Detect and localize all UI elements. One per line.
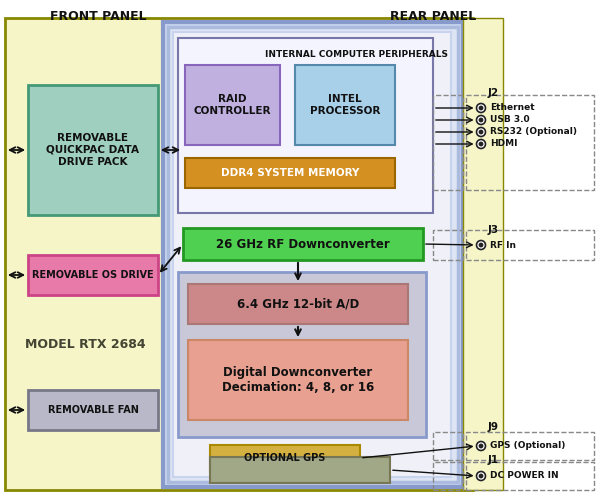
Circle shape — [476, 104, 485, 113]
Bar — [463, 18, 503, 490]
Circle shape — [479, 142, 483, 146]
Bar — [433, 95, 463, 190]
Text: OPTIONAL GPS: OPTIONAL GPS — [244, 453, 326, 463]
Bar — [466, 462, 594, 490]
Circle shape — [479, 244, 483, 247]
Bar — [185, 158, 395, 188]
Circle shape — [479, 130, 483, 134]
Circle shape — [476, 127, 485, 136]
Bar — [466, 432, 594, 460]
Text: 26 GHz RF Downconverter: 26 GHz RF Downconverter — [216, 238, 390, 250]
Bar — [28, 255, 158, 295]
Bar — [466, 230, 594, 260]
Circle shape — [476, 472, 485, 481]
Text: DC POWER IN: DC POWER IN — [490, 472, 559, 481]
Bar — [178, 272, 426, 437]
Text: Ethernet: Ethernet — [490, 104, 535, 113]
Bar — [168, 27, 458, 482]
Text: FRONT PANEL: FRONT PANEL — [50, 10, 146, 23]
Bar — [188, 340, 408, 420]
Bar — [466, 95, 594, 190]
Text: HDMI: HDMI — [490, 139, 517, 148]
Text: GPS (Optional): GPS (Optional) — [490, 441, 565, 450]
Text: J2: J2 — [488, 88, 499, 98]
Bar — [5, 18, 473, 490]
Circle shape — [479, 118, 483, 122]
Bar — [188, 284, 408, 324]
Circle shape — [479, 474, 483, 478]
Text: J9: J9 — [488, 422, 499, 432]
Text: REMOVABLE OS DRIVE: REMOVABLE OS DRIVE — [32, 270, 154, 280]
Text: INTEL
PROCESSOR: INTEL PROCESSOR — [310, 94, 380, 116]
Bar — [433, 462, 463, 490]
Text: REMOVABLE FAN: REMOVABLE FAN — [47, 405, 139, 415]
Text: USB 3.0: USB 3.0 — [490, 116, 530, 124]
Text: INTERNAL COMPUTER PERIPHERALS: INTERNAL COMPUTER PERIPHERALS — [265, 50, 448, 59]
Circle shape — [476, 139, 485, 148]
Text: RAID
CONTROLLER: RAID CONTROLLER — [193, 94, 271, 116]
Bar — [433, 432, 463, 460]
Bar — [295, 65, 395, 145]
Circle shape — [476, 116, 485, 124]
Bar — [178, 38, 433, 213]
Bar — [28, 85, 158, 215]
Text: REMOVABLE
QUICKPAC DATA
DRIVE PACK: REMOVABLE QUICKPAC DATA DRIVE PACK — [47, 133, 139, 167]
Circle shape — [476, 241, 485, 249]
Circle shape — [479, 444, 483, 448]
Text: MODEL RTX 2684: MODEL RTX 2684 — [25, 338, 145, 352]
Bar — [185, 65, 280, 145]
Circle shape — [479, 106, 483, 110]
Bar — [210, 457, 390, 483]
Text: J1: J1 — [488, 455, 499, 465]
Text: RF In: RF In — [490, 241, 516, 249]
Text: REAR PANEL: REAR PANEL — [390, 10, 476, 23]
Text: RS232 (Optional): RS232 (Optional) — [490, 127, 577, 136]
Bar — [183, 228, 423, 260]
Bar — [28, 390, 158, 430]
Bar — [163, 22, 463, 487]
Text: 6.4 GHz 12-bit A/D: 6.4 GHz 12-bit A/D — [237, 298, 359, 310]
Text: DDR4 SYSTEM MEMORY: DDR4 SYSTEM MEMORY — [221, 168, 359, 178]
Text: Digital Downconverter
Decimation: 4, 8, or 16: Digital Downconverter Decimation: 4, 8, … — [222, 366, 374, 394]
Bar — [210, 445, 360, 471]
Bar — [173, 32, 451, 477]
Text: J3: J3 — [488, 225, 499, 235]
Bar — [433, 230, 463, 260]
Circle shape — [476, 441, 485, 450]
